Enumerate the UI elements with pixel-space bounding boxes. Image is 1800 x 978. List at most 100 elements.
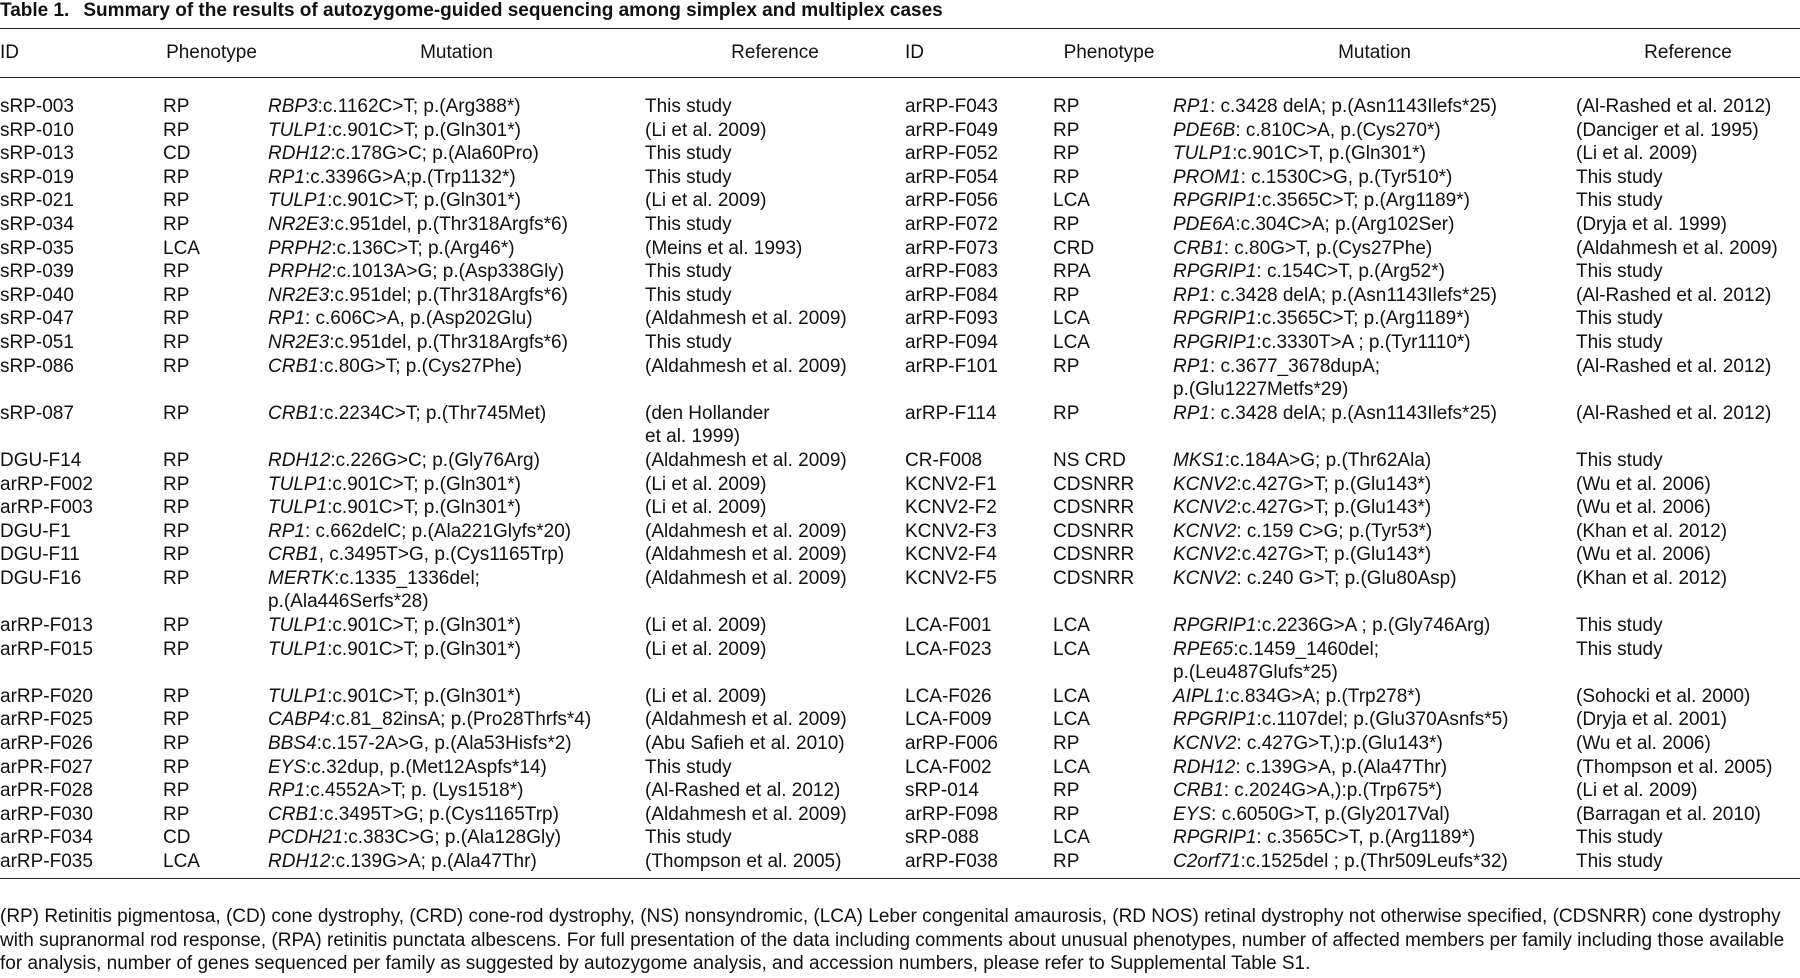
id-cell: DGU-F14	[0, 449, 82, 471]
phenotype-cell: RP	[163, 190, 190, 212]
mutation: :c.304C>A; p.(Arg102Ser)	[1235, 213, 1455, 235]
mutation: :c.81_82insA; p.(Pro28Thrfs*4)	[330, 709, 592, 731]
mutation: :c.1162C>T; p.(Arg388*)	[317, 96, 521, 117]
id-cell: sRP-014	[905, 780, 979, 802]
id-cell: arRP-F114	[905, 402, 997, 424]
reference-cell: This study	[645, 756, 732, 778]
mutation: :c.157-2A>G, p.(Ala53Hisfs*2)	[316, 733, 572, 755]
mutation-cell: KCNV2: c.427G>T,):p.(Glu143*)	[1173, 732, 1576, 756]
title-text: Summary of the results of autozygome-gui…	[83, 0, 943, 21]
mutation-cell: RPE65:c.1459_1460del; p.(Leu487Glufs*25)	[1173, 638, 1576, 685]
mutation-cell: PRPH2:c.1013A>G; p.(Asp338Gly)	[268, 260, 645, 284]
gene: KCNV2	[1173, 473, 1237, 495]
mutation: , c.3495T>G, p.(Cys1165Trp)	[318, 544, 565, 566]
gene: PRPH2	[268, 261, 332, 283]
gene: TULP1	[268, 685, 328, 707]
table-row: arRP-F026 RP BBS4:c.157-2A>G, p.(Ala53Hisf…	[0, 732, 1800, 756]
mutation: : c.3565C>T, p.(Arg1189*)	[1256, 827, 1476, 849]
column-header: Mutation	[268, 28, 645, 78]
phenotype-cell: RP	[1053, 355, 1080, 377]
mutation-cell: TULP1:c.901C>T; p.(Gln301*)	[268, 496, 645, 520]
reference-cell: (Al-Rashed et al. 2012)	[1576, 355, 1772, 377]
reference-cell: (Wu et al. 2006)	[1576, 473, 1711, 495]
mutation: :c.901C>T; p.(Gln301*)	[327, 615, 521, 637]
id-cell: arRP-F056	[905, 190, 998, 212]
phenotype-cell: RP	[1053, 143, 1080, 165]
mutation-cell: C2orf71:c.1525del ; p.(Thr509Leufs*32)	[1173, 850, 1576, 879]
phenotype-cell: LCA	[1053, 827, 1090, 849]
table-row: DGU-F16 RP MERTK:c.1335_1336del; p.(Ala446…	[0, 567, 1800, 614]
reference-cell: (Li et al. 2009)	[1576, 780, 1698, 802]
mutation: :c.901C>T; p.(Gln301*)	[327, 473, 521, 495]
reference-cell: This study	[1576, 261, 1663, 283]
phenotype-cell: RP	[163, 756, 190, 778]
reference-cell: (Aldahmesh et al. 2009)	[645, 709, 847, 731]
mutation-cell: CRB1: c.2024G>A,):p.(Trp675*)	[1173, 779, 1576, 803]
mutation: : c.3677_3678dupA; p.(Glu1227Metfs*29)	[1173, 355, 1381, 401]
gene: RPGRIP1	[1173, 308, 1257, 330]
mutation: :c.901C>T; p.(Gln301*)	[327, 119, 521, 141]
mutation-cell: PRPH2:c.136C>T; p.(Arg46*)	[268, 237, 645, 261]
gene: AIPL1	[1173, 685, 1225, 707]
phenotype-cell: RP	[1053, 803, 1080, 825]
gene: RPE65	[1173, 638, 1234, 660]
gene: RP1	[268, 780, 305, 802]
mutation: :c.901C>T; p.(Gln301*)	[327, 190, 521, 212]
phenotype-cell: CDSNRR	[1053, 544, 1135, 566]
table-row: sRP-047 RP RP1: c.606C>A, p.(Asp202Glu) (Al…	[0, 307, 1800, 331]
mutation-cell: CRB1:c.3495T>G; p.(Cys1165Trp)	[268, 803, 645, 827]
mutation-cell: RPGRIP1: c.154C>T, p.(Arg52*)	[1173, 260, 1576, 284]
gene: RPGRIP1	[1173, 190, 1257, 212]
id-cell: arRP-F026	[0, 733, 93, 755]
reference-cell: (Wu et al. 2006)	[1576, 733, 1711, 755]
mutation-cell: RPGRIP1:c.3330T>A ; p.(Tyr1110*)	[1173, 331, 1576, 355]
mutation-cell: TULP1:c.901C>T; p.(Gln301*)	[268, 119, 645, 143]
phenotype-cell: CDSNRR	[1053, 520, 1135, 542]
reference-cell: (Li et al. 2009)	[645, 638, 767, 660]
mutation-cell: RPGRIP1:c.3565C>T; p.(Arg1189*)	[1173, 189, 1576, 213]
mutation: :c.32dup, p.(Met12Aspfs*14)	[306, 756, 547, 778]
phenotype-cell: RP	[163, 544, 190, 566]
gene: BBS4	[268, 733, 317, 755]
reference-cell: This study	[645, 166, 732, 188]
mutation: :c.178G>C; p.(Ala60Pro)	[330, 143, 539, 165]
gene: RDH12	[1173, 756, 1236, 778]
table-row: arPR-F027 RP EYS:c.32dup, p.(Met12Aspfs*14…	[0, 756, 1800, 780]
gene: KCNV2	[1173, 497, 1237, 519]
column-header: Phenotype	[1045, 28, 1173, 78]
mutation: :c.2234C>T; p.(Thr745Met)	[318, 402, 547, 424]
phenotype-cell: RP	[1053, 780, 1080, 802]
phenotype-cell: RP	[163, 213, 190, 235]
phenotype-cell: CD	[163, 143, 191, 165]
mutation-cell: RPGRIP1: c.3565C>T, p.(Arg1189*)	[1173, 826, 1576, 850]
mutation-cell: RP1: c.3428 delA; p.(Asn1143Ilefs*25)	[1173, 78, 1576, 119]
table-row: arRP-F003 RP TULP1:c.901C>T; p.(Gln301*) (L…	[0, 496, 1800, 520]
phenotype-cell: CD	[163, 827, 191, 849]
mutation-cell: EYS: c.6050G>T, p.(Gly2017Val)	[1173, 803, 1576, 827]
mutation-cell: RP1: c.3428 delA; p.(Asn1143Ilefs*25)	[1173, 402, 1576, 449]
phenotype-cell: RP	[163, 733, 190, 755]
phenotype-cell: RP	[163, 497, 190, 519]
id-cell: arRP-F084	[905, 284, 998, 306]
id-cell: arRP-F049	[905, 119, 998, 141]
phenotype-cell: LCA	[1053, 615, 1090, 637]
reference-cell: (Li et al. 2009)	[645, 190, 767, 212]
phenotype-cell: RP	[163, 567, 190, 589]
id-cell: arPR-F027	[0, 756, 93, 778]
id-cell: arRP-F002	[0, 473, 93, 495]
gene: PDE6B	[1173, 119, 1236, 141]
phenotype-cell: RP	[1053, 96, 1080, 117]
table-row: sRP-003 RP RBP3:c.1162C>T; p.(Arg388*) This…	[0, 78, 1800, 119]
phenotype-cell: RP	[163, 284, 190, 306]
phenotype-cell: CDSNRR	[1053, 473, 1135, 495]
mutation: : c.1530C>G, p.(Tyr510*)	[1240, 166, 1453, 188]
mutation: : c.139G>A, p.(Ala47Thr)	[1235, 756, 1448, 778]
phenotype-cell: LCA	[155, 850, 268, 879]
reference-cell: (Meins et al. 1993)	[645, 237, 803, 259]
table-row: arRP-F015 RP TULP1:c.901C>T; p.(Gln301*) (L…	[0, 638, 1800, 685]
reference-cell: (Barragan et al. 2010)	[1576, 803, 1761, 825]
gene: PROM1	[1173, 166, 1241, 188]
id-cell: KCNV2-F4	[905, 544, 997, 566]
id-cell: arRP-F038	[905, 850, 1045, 879]
id-cell: sRP-087	[0, 402, 74, 424]
